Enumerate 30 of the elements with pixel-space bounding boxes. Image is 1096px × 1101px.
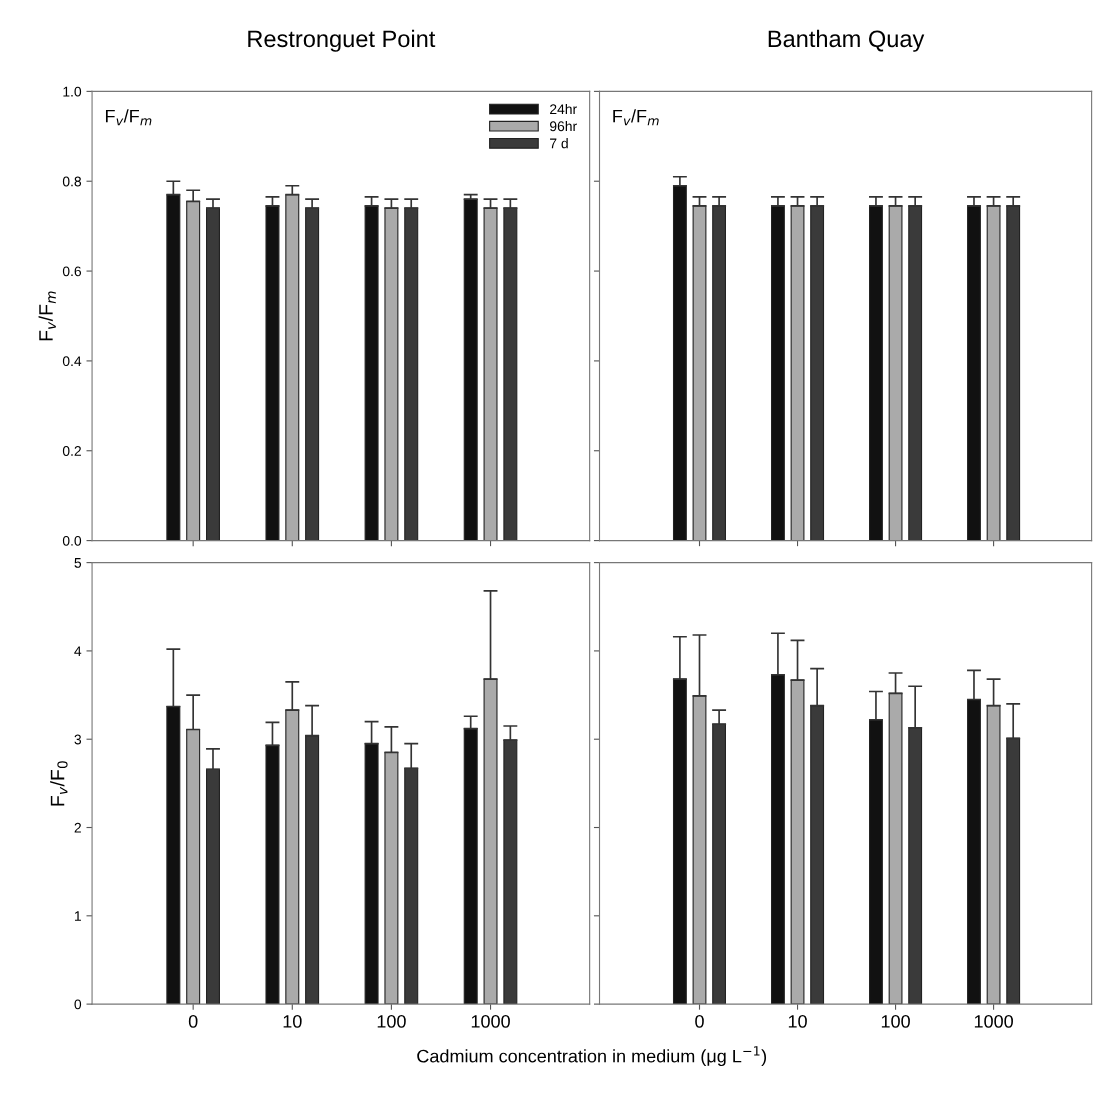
y-axis-title: F$_{v}$/F$_{m}$ [38, 291, 56, 341]
y-tick-label: 1.0 [63, 86, 82, 97]
x-tick-label: 1000 [974, 1015, 1013, 1028]
legend-label: 24hr [550, 103, 577, 114]
y-tick-label: 4 [74, 646, 82, 656]
y-tick-label: 0.2 [62, 446, 81, 456]
chart-title: Bantham Quay [768, 29, 925, 52]
x-tick-label: 1000 [471, 1015, 510, 1028]
y-tick-label: 3 [74, 734, 82, 745]
x-axis-title: Cadmium concentration in medium (μg L$^{−1}$) [417, 1046, 767, 1067]
y-tick-label: 0 [74, 999, 82, 1010]
annotation: F$_{v}$/F$_{m}$ [105, 109, 152, 126]
x-tick-label: 10 [788, 1015, 807, 1028]
y-tick-label: 2 [74, 822, 81, 833]
y-tick-label: 1 [74, 911, 81, 921]
y-axis-title: F$_{v}$/F$_{0}$ [50, 761, 68, 806]
y-tick-label: 5 [74, 558, 82, 568]
x-tick-label: 0 [188, 1015, 198, 1028]
x-tick-label: 100 [377, 1015, 406, 1028]
x-tick-label: 100 [881, 1015, 910, 1028]
y-tick-label: 0.8 [62, 176, 82, 187]
x-tick-label: 10 [283, 1015, 302, 1028]
legend-label: 7 d [550, 138, 568, 149]
y-tick-label: 0.0 [62, 535, 82, 546]
y-tick-label: 0.6 [62, 266, 82, 277]
annotation: F$_{v}$/F$_{m}$ [613, 109, 659, 126]
y-tick-label: 0.4 [62, 356, 82, 367]
chart-title: Restronguet Point [248, 29, 436, 52]
x-tick-label: 0 [695, 1015, 704, 1028]
legend-label: 96hr [550, 121, 577, 132]
